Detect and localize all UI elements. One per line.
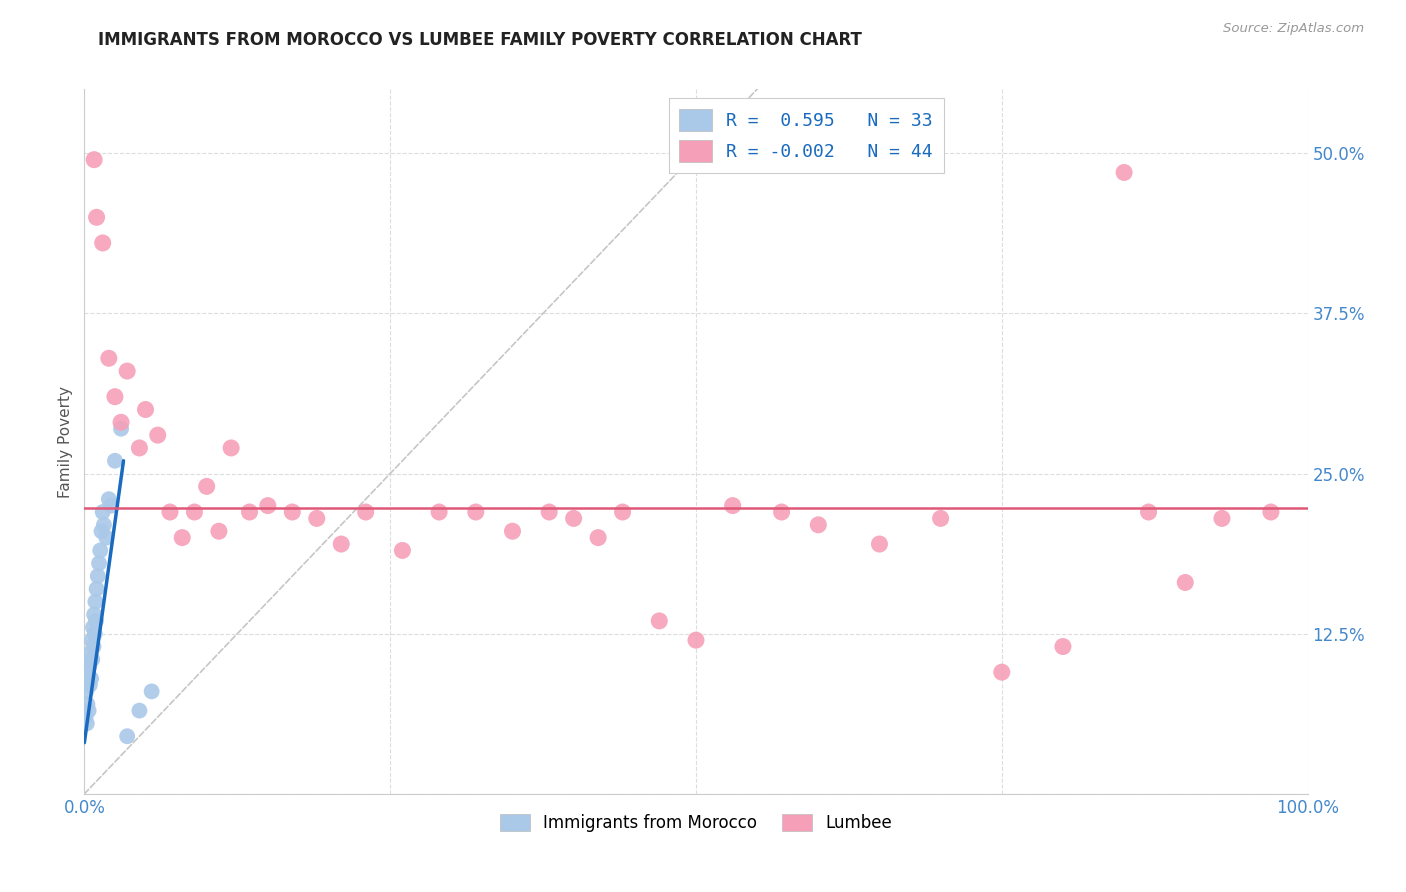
Point [80, 672, 103, 686]
Point [96, 531, 118, 545]
Point [685, 633, 707, 648]
Point [141, 684, 163, 698]
Point [115, 729, 138, 743]
Point [76, 697, 98, 711]
Point [100, 499, 122, 513]
Point [91, 505, 114, 519]
Point [257, 499, 280, 513]
Point [83, 640, 105, 654]
Point [75, 710, 97, 724]
Point [172, 531, 194, 545]
Point [146, 428, 169, 442]
Point [538, 505, 561, 519]
Point [77, 665, 100, 680]
Point [128, 704, 150, 718]
Point [77, 658, 100, 673]
Point [183, 505, 205, 519]
Point [79, 678, 101, 692]
Point [104, 390, 127, 404]
Point [79, 646, 101, 660]
Point [1052, 640, 1074, 654]
Point [76, 716, 98, 731]
Point [83, 153, 105, 167]
Point [1174, 575, 1197, 590]
Point [330, 537, 353, 551]
Point [91, 235, 114, 250]
Point [562, 511, 585, 525]
Point [391, 543, 413, 558]
Point [75, 684, 97, 698]
Point [84, 614, 107, 628]
Point [97, 351, 120, 366]
Y-axis label: Family Poverty: Family Poverty [58, 385, 73, 498]
Point [770, 505, 793, 519]
Text: IMMIGRANTS FROM MOROCCO VS LUMBEE FAMILY POVERTY CORRELATION CHART: IMMIGRANTS FROM MOROCCO VS LUMBEE FAMILY… [98, 31, 862, 49]
Point [77, 704, 100, 718]
Point [159, 505, 181, 519]
Point [115, 364, 138, 378]
Point [502, 524, 524, 539]
Point [648, 614, 671, 628]
Point [82, 652, 104, 666]
Point [87, 569, 110, 583]
Point [110, 415, 132, 429]
Point [86, 211, 108, 225]
Point [195, 479, 218, 493]
Point [586, 531, 609, 545]
Point [86, 582, 108, 596]
Point [93, 517, 115, 532]
Point [238, 505, 260, 519]
Point [807, 517, 830, 532]
Point [354, 505, 377, 519]
Point [869, 537, 891, 551]
Point [110, 422, 132, 436]
Point [281, 505, 304, 519]
Point [1114, 165, 1136, 179]
Point [89, 543, 111, 558]
Point [991, 665, 1014, 680]
Point [1211, 511, 1233, 525]
Point [464, 505, 486, 519]
Text: Source: ZipAtlas.com: Source: ZipAtlas.com [1223, 22, 1364, 36]
Point [929, 511, 952, 525]
Point [612, 505, 634, 519]
Legend: Immigrants from Morocco, Lumbee: Immigrants from Morocco, Lumbee [494, 807, 898, 838]
Point [219, 441, 242, 455]
Point [721, 499, 744, 513]
Point [80, 633, 103, 648]
Point [1137, 505, 1160, 519]
Point [128, 441, 150, 455]
Point [84, 595, 107, 609]
Point [82, 620, 104, 634]
Point [135, 402, 157, 417]
Point [83, 607, 105, 622]
Point [208, 524, 231, 539]
Point [305, 511, 328, 525]
Point [1260, 505, 1282, 519]
Point [90, 524, 112, 539]
Point [427, 505, 450, 519]
Point [83, 626, 105, 640]
Point [104, 454, 127, 468]
Point [87, 556, 110, 570]
Point [97, 492, 120, 507]
